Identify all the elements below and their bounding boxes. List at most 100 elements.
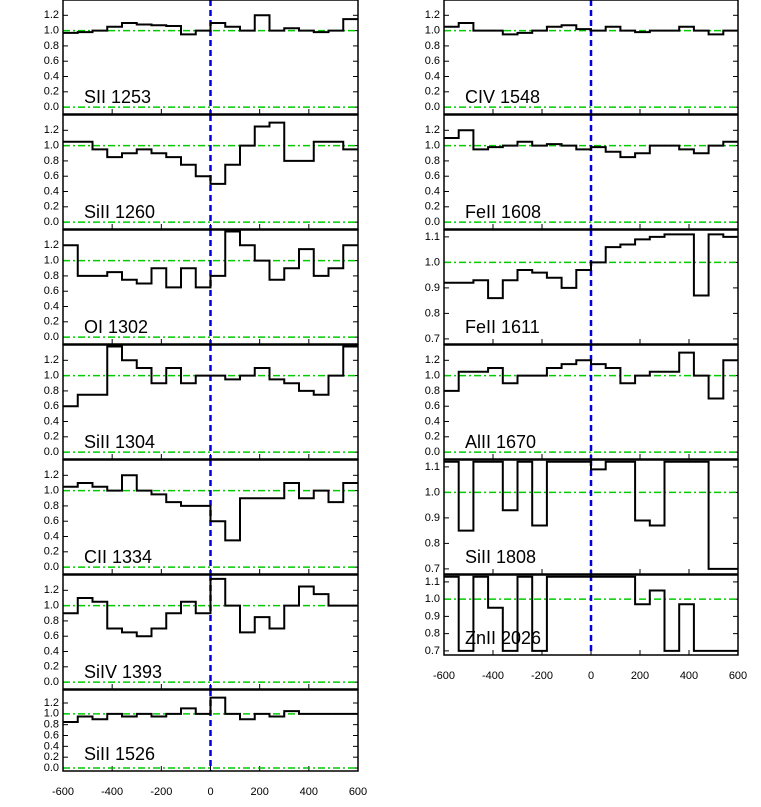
spectrum	[444, 575, 738, 652]
line-label: OI 1302	[84, 317, 148, 337]
y-tick-label: 0.6	[44, 630, 59, 642]
y-tick-label: 0.2	[425, 86, 440, 98]
x-tick-label: 600	[349, 786, 367, 798]
y-tick-label: 1.2	[44, 354, 59, 366]
panel: 0.0 0.2 0.4 0.6 0.8 1.0 1.2 SiIV 1393	[44, 574, 359, 690]
y-tick-label: 0.9	[425, 282, 440, 294]
y-tick-label: 0.6	[44, 729, 59, 741]
y-tick-label: 0.6	[425, 400, 440, 412]
panel: 0.0 0.2 0.4 0.6 0.8 1.0 1.2 CIV 1548	[425, 0, 739, 115]
line-label: SiII 1808	[465, 547, 536, 567]
spectrum	[444, 233, 738, 300]
x-tick-label: -600	[52, 786, 74, 798]
y-tick-label: 0.8	[44, 615, 59, 627]
y-tick-label: 0.9	[425, 610, 440, 622]
y-tick-label: 1.0	[44, 25, 59, 37]
y-tick-label: 0.0	[44, 762, 59, 774]
y-tick-label: 1.2	[425, 124, 440, 136]
y-tick-label: 1.0	[44, 600, 59, 612]
y-tick-label: 1.2	[425, 9, 440, 21]
y-tick-label: 0.7	[425, 645, 440, 657]
y-tick-label: 0.4	[44, 300, 59, 312]
line-label: FeII 1608	[465, 202, 541, 222]
y-tick-label: 0.7	[425, 333, 440, 345]
x-tick-label: -400	[482, 670, 504, 682]
y-tick-label: 0.4	[44, 645, 59, 657]
y-tick-label: 0.2	[44, 546, 59, 558]
panel-frame	[443, 574, 739, 656]
line-label: FeII 1611	[465, 317, 540, 337]
panel-frame	[62, 229, 359, 345]
spectrum	[63, 474, 358, 542]
spectrum	[63, 696, 358, 723]
spectrum	[444, 21, 738, 36]
y-tick-label: 1.1	[425, 576, 440, 588]
line-label: CII 1334	[84, 547, 152, 567]
spectrum	[444, 351, 738, 400]
panel-frame	[62, 689, 359, 772]
panel-frame	[62, 574, 359, 690]
spectrum	[63, 230, 358, 289]
line-label: SiII 1526	[84, 744, 155, 764]
panel-frame	[443, 0, 739, 115]
y-tick-label: 0.6	[44, 285, 59, 297]
y-tick-label: 0.2	[44, 431, 59, 443]
panel: 0.0 0.2 0.4 0.6 0.8 1.0 1.2 CII 1334	[44, 459, 359, 575]
y-tick-label: 0.6	[44, 400, 59, 412]
line-label: ZnII 2026	[465, 628, 541, 648]
x-tick-label: 0	[207, 786, 213, 798]
y-tick-label: 0.0	[44, 561, 59, 573]
panel: 0.0 0.2 0.4 0.6 0.8 1.0 1.2 SII 1253	[44, 0, 359, 115]
y-tick-label: 0.2	[425, 431, 440, 443]
y-tick-label: 0.8	[44, 719, 59, 731]
panel: 0.0 0.2 0.4 0.6 0.8 1.0 1.2 SiII 1260	[44, 114, 359, 230]
x-tick-label: -200	[531, 670, 553, 682]
x-tick-label: 600	[729, 670, 747, 682]
y-tick-label: 0.8	[425, 385, 440, 397]
y-tick-label: 1.0	[425, 370, 440, 382]
panel-frame	[62, 114, 359, 230]
spectrum	[444, 129, 738, 159]
y-tick-label: 0.6	[44, 55, 59, 67]
panel: 0.0 0.2 0.4 0.6 0.8 1.0 1.2 SiII 1304	[44, 344, 359, 460]
panel: 0.7 0.8 0.9 1.0 1.1 FeII 1611	[425, 229, 739, 345]
y-tick-label: 0.4	[425, 415, 440, 427]
panel: 0.0 0.2 0.4 0.6 0.8 1.0 1.2 AlII 1670	[425, 344, 739, 460]
y-tick-label: 0.4	[44, 70, 59, 82]
y-tick-label: 0.0	[425, 101, 440, 113]
line-label: SiIV 1393	[84, 662, 162, 682]
x-tick-label: 400	[300, 786, 318, 798]
y-tick-label: 0.9	[425, 512, 440, 524]
y-tick-label: 1.2	[44, 9, 59, 21]
x-tick-label: -600	[433, 670, 455, 682]
y-tick-label: 1.0	[425, 140, 440, 152]
y-tick-label: 0.8	[44, 270, 59, 282]
y-tick-label: 0.0	[425, 216, 440, 228]
panel-frame	[62, 344, 359, 460]
y-tick-label: 1.0	[44, 140, 59, 152]
y-tick-label: 0.6	[44, 170, 59, 182]
y-tick-label: 0.2	[425, 201, 440, 213]
y-tick-label: 0.0	[44, 676, 59, 688]
y-tick-label: 1.2	[44, 124, 59, 136]
y-tick-label: 1.0	[425, 25, 440, 37]
y-tick-label: 0.2	[44, 316, 59, 328]
y-tick-label: 0.8	[425, 628, 440, 640]
y-tick-label: 0.0	[44, 101, 59, 113]
y-tick-label: 1.0	[44, 485, 59, 497]
y-tick-label: 1.2	[44, 584, 59, 596]
y-tick-label: 0.0	[44, 216, 59, 228]
spectrum	[63, 121, 358, 185]
panel: 0.7 0.8 0.9 1.0 1.1 SiII 1808	[425, 459, 739, 575]
y-tick-label: 0.8	[44, 40, 59, 52]
y-tick-label: 0.2	[44, 86, 59, 98]
y-tick-label: 0.8	[425, 537, 440, 549]
panel: 0.0 0.2 0.4 0.6 0.8 1.0 1.2 FeII 1608	[425, 114, 739, 230]
y-tick-label: 1.0	[425, 593, 440, 605]
y-tick-label: 0.4	[425, 185, 440, 197]
y-tick-label: 0.0	[44, 331, 59, 343]
spectrum	[63, 14, 358, 36]
y-tick-label: 0.4	[44, 530, 59, 542]
y-tick-label: 0.8	[44, 155, 59, 167]
